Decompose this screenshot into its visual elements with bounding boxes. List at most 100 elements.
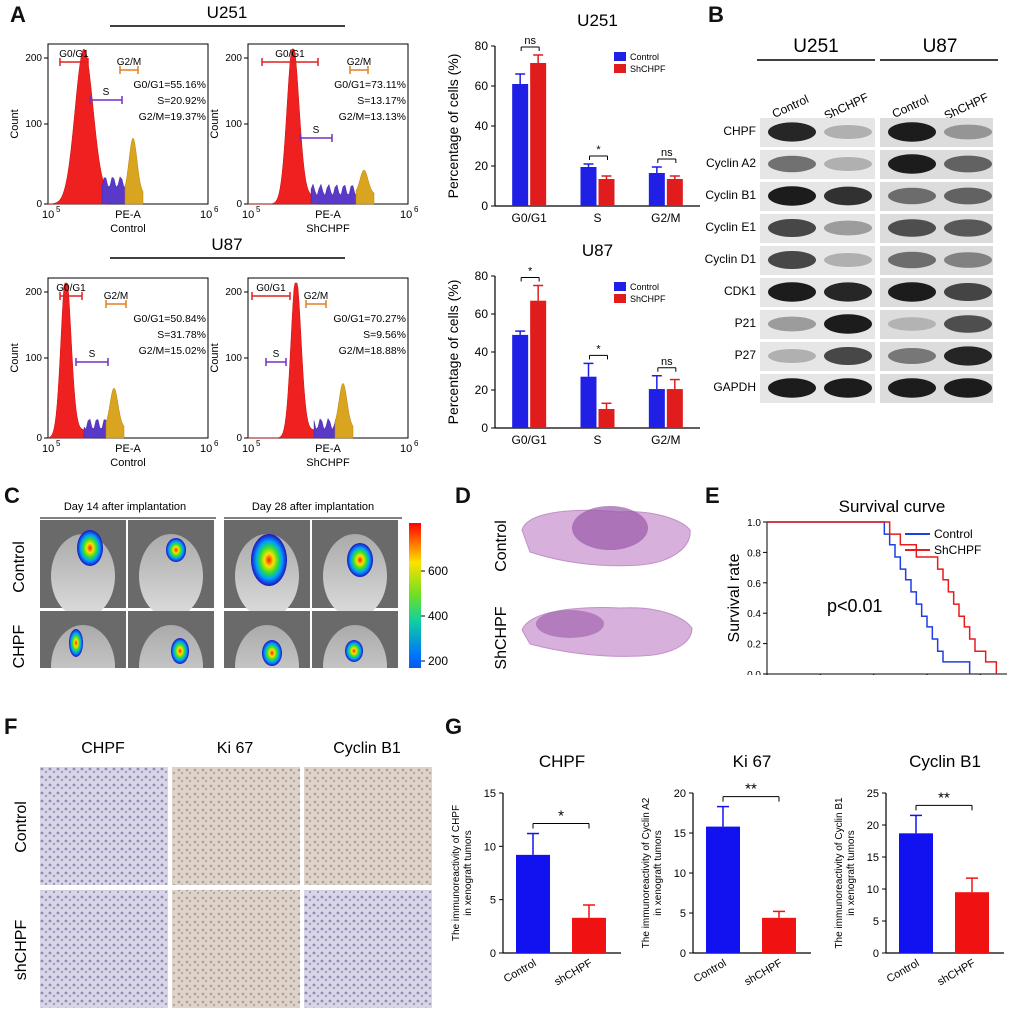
- hist-condition: ShCHPF: [306, 223, 350, 235]
- bar-shchpf: [762, 917, 796, 953]
- xtick-label: S: [593, 211, 601, 225]
- blot-band: [768, 349, 816, 363]
- western-blot: U251 U87 Control ShCHPF Control ShCHPF CHPF Cyc…: [705, 36, 998, 403]
- sig-label: *: [528, 266, 533, 278]
- chart-title: Survival curve: [839, 497, 946, 516]
- legend-label: ShCHPF: [630, 294, 666, 304]
- blot-band: [824, 186, 872, 206]
- blot-band: [944, 252, 992, 268]
- scale-tick-label: 400: [428, 609, 448, 623]
- legend-swatch: [614, 294, 626, 303]
- ihc-image: [40, 890, 168, 1008]
- luminescence-signal: [347, 543, 373, 577]
- legend-label: ShCHPF: [630, 64, 666, 74]
- hist-stat: G2/M=15.02%: [139, 345, 206, 357]
- hist-ylabel: Count: [9, 109, 21, 138]
- xtick-right-exp: 6: [214, 205, 219, 214]
- ytick-label: 10: [867, 884, 879, 896]
- ytick-label: 0: [481, 199, 488, 213]
- blot-band: [824, 220, 872, 236]
- blot-band: [944, 315, 992, 333]
- xtick-label: shCHPF: [553, 957, 595, 988]
- ytick-label: 0.0: [747, 670, 761, 675]
- ytick-label: 0: [236, 199, 242, 210]
- ytick-label: 15: [484, 788, 496, 800]
- blot-band: [824, 282, 872, 302]
- ytick-label: 10: [484, 841, 496, 853]
- protein-label: GAPDH: [713, 380, 756, 394]
- cell-label: U87: [923, 36, 958, 57]
- flow-histograms: U251 U87 G0/G1G2/MSG0/G1=55.16%S=20.92%G…: [9, 3, 419, 469]
- lane-label: ShCHPF: [942, 90, 991, 123]
- legend-label: Control: [934, 527, 973, 541]
- blot-band: [824, 347, 872, 365]
- he-tumor-control: [572, 506, 648, 550]
- ytick-label: 40: [475, 119, 489, 133]
- xtick-right-exp: 6: [214, 439, 219, 448]
- ytick-label: 5: [873, 916, 879, 928]
- sig-label: **: [745, 781, 757, 798]
- hist-stat: G0/G1=50.84%: [133, 313, 206, 325]
- bar-control: [516, 854, 550, 953]
- blot-band: [944, 283, 992, 301]
- s-label: S: [103, 87, 110, 98]
- u251-header: U251: [207, 3, 248, 22]
- xtick-right-exp: 6: [414, 439, 419, 448]
- hist-stat: G2/M=13.13%: [339, 111, 406, 123]
- g0g1-peak: [248, 282, 322, 439]
- hist-stat: G0/G1=70.27%: [333, 313, 406, 325]
- xtick-label: Control: [885, 957, 922, 985]
- hist-condition: ShCHPF: [306, 457, 350, 469]
- sig-label: *: [558, 808, 564, 825]
- chart-title: U87: [582, 241, 613, 260]
- color-scale-bar: [409, 523, 421, 668]
- lane-label: ShCHPF: [822, 90, 871, 123]
- xtick-label: G2/M: [651, 433, 680, 447]
- bar-shchpf: [955, 892, 989, 953]
- panel-a-label: A: [10, 2, 26, 27]
- ytick-label: 0.6: [747, 579, 761, 590]
- sig-label: ns: [661, 147, 673, 159]
- blot-band: [888, 251, 936, 269]
- y-axis-label: in xenograft tumors: [463, 830, 474, 916]
- protein-label: Cyclin B1: [705, 188, 756, 202]
- protein-label: Cyclin D1: [705, 252, 757, 266]
- xtick-label: Control: [502, 957, 539, 985]
- bar-control: [580, 376, 597, 428]
- xtick-right: 10: [400, 209, 412, 221]
- xtick-left: 10: [242, 443, 254, 455]
- blot-band: [944, 378, 992, 398]
- sig-label: *: [596, 144, 601, 156]
- xtick-left: 10: [42, 209, 54, 221]
- histogram-u87-control: G0/G1 G2/M S G0/G1=50.84% S=31.78% G2/M=15.02…: [9, 277, 219, 469]
- hist-condition: Control: [110, 457, 145, 469]
- ytick-label: 20: [674, 788, 686, 800]
- ytick-label: 25: [867, 788, 879, 800]
- bar-shchpf: [598, 409, 615, 428]
- protein-label: Cyclin E1: [705, 220, 756, 234]
- ytick-label: 20: [475, 383, 489, 397]
- y-axis-label: Percentage of cells (%): [445, 280, 461, 425]
- blot-band: [944, 346, 992, 366]
- blot-band: [768, 378, 816, 398]
- protein-label: Cyclin A2: [706, 156, 756, 170]
- blot-band: [888, 378, 936, 398]
- hist-ylabel: Count: [9, 343, 21, 372]
- ihc-image: [304, 890, 432, 1008]
- g2m-label: G2/M: [117, 57, 141, 68]
- ytick-label: 40: [475, 345, 489, 359]
- luminescence-signal: [77, 530, 103, 566]
- protein-label: P27: [735, 348, 757, 362]
- ytick-label: 20: [475, 159, 489, 173]
- luminescence-signal: [345, 640, 363, 662]
- g0g1-label: G0/G1: [275, 49, 305, 60]
- g2m-label: G2/M: [347, 57, 371, 68]
- hist-condition: Control: [110, 223, 145, 235]
- s-phase-area: [310, 183, 361, 205]
- blot-band: [888, 348, 936, 364]
- blot-band: [944, 187, 992, 205]
- panel-g-label: G: [445, 714, 463, 739]
- ytick-label: 5: [680, 908, 686, 920]
- hist-xlabel: PE-A: [315, 443, 341, 455]
- xtick-left-exp: 5: [56, 439, 61, 448]
